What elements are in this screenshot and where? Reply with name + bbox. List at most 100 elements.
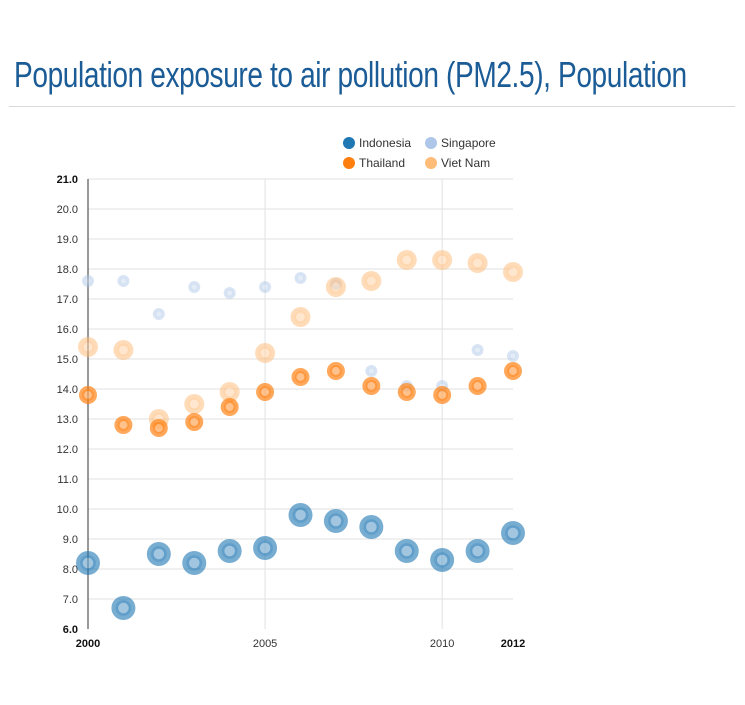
data-point[interactable] [362,377,381,395]
point-halo [223,287,236,299]
legend-item-singapore[interactable]: Singapore [425,136,496,150]
legend-item-thailand[interactable]: Thailand [343,156,405,170]
point-halo [114,416,133,434]
data-point[interactable] [149,419,168,437]
data-point[interactable] [288,503,313,527]
legend-item-viet-nam[interactable]: Viet Nam [425,156,490,170]
data-point[interactable] [185,413,204,431]
data-point[interactable] [117,275,130,287]
legend-swatch-icon [343,137,355,149]
legend-label: Indonesia [359,136,412,150]
data-point[interactable] [394,539,419,563]
data-point[interactable] [396,250,417,270]
legend-item-indonesia[interactable]: Indonesia [343,136,411,150]
series-viet-nam [78,250,523,429]
data-point[interactable] [467,253,488,273]
data-point[interactable] [365,365,378,377]
data-point[interactable] [359,515,384,539]
point-halo [82,275,94,287]
point-halo [182,551,207,575]
point-core [505,525,521,541]
data-point[interactable] [184,394,205,414]
data-point[interactable] [220,398,239,416]
data-point[interactable] [430,548,455,572]
legend-swatch-icon [425,157,437,169]
data-point[interactable] [78,337,98,357]
data-point[interactable] [361,271,382,291]
data-point[interactable] [397,383,416,401]
y-tick-label: 18.0 [57,264,78,276]
point-core [434,552,451,568]
data-point[interactable] [433,386,452,404]
y-tick-label: 6.0 [63,624,78,636]
y-tick-label: 21.0 [57,174,78,186]
data-point[interactable] [326,362,345,380]
data-point[interactable] [501,521,525,545]
data-point[interactable] [188,281,201,293]
data-point[interactable] [114,416,133,434]
point-halo [152,308,165,320]
point-core [473,346,482,354]
data-point[interactable] [113,340,134,360]
point-halo [253,536,278,560]
point-core [186,555,203,571]
data-point[interactable] [259,281,272,293]
data-point[interactable] [503,262,523,282]
legend-swatch-icon [343,157,355,169]
data-point[interactable] [146,542,171,566]
data-point[interactable] [465,539,490,563]
point-core [80,555,96,571]
data-point[interactable] [152,308,165,320]
point-halo [185,413,204,431]
data-point[interactable] [111,596,136,620]
point-core [154,310,163,318]
point-core [367,367,376,375]
point-core [329,280,343,294]
data-point[interactable] [290,307,311,327]
point-halo [220,398,239,416]
point-halo [323,509,348,533]
data-point[interactable] [468,377,487,395]
data-point[interactable] [182,551,207,575]
legend-label: Thailand [359,156,406,170]
point-halo [78,337,98,357]
y-tick-label: 16.0 [57,324,78,336]
point-core [223,385,237,399]
data-point[interactable] [507,350,519,362]
data-point[interactable] [219,382,240,402]
data-point[interactable] [294,272,307,284]
point-core [469,543,486,559]
data-point[interactable] [82,275,94,287]
point-halo [507,350,519,362]
data-point[interactable] [323,509,348,533]
data-point[interactable] [217,539,242,563]
data-point[interactable] [255,343,276,363]
y-tick-label: 7.0 [63,594,78,606]
point-halo [359,515,384,539]
point-core [225,289,234,297]
data-point[interactable] [79,386,97,404]
y-tick-label: 13.0 [57,414,78,426]
point-core [471,380,484,392]
y-tick-label: 8.0 [63,564,78,576]
data-point[interactable] [325,277,346,297]
point-core [116,343,131,357]
data-point[interactable] [291,368,310,386]
point-halo [149,419,168,437]
y-tick-label: 12.0 [57,444,78,456]
data-point[interactable] [432,250,453,270]
point-core [293,310,308,324]
data-point[interactable] [256,383,275,401]
point-core [364,274,378,288]
point-halo [219,382,240,402]
page-title: Population exposure to air pollution (PM… [14,54,687,95]
point-halo [465,539,490,563]
data-point[interactable] [76,551,100,575]
data-point[interactable] [253,536,278,560]
legend-label: Singapore [441,136,496,150]
data-point[interactable] [504,362,522,380]
data-point[interactable] [223,287,236,299]
data-point[interactable] [471,344,484,356]
point-halo [290,307,311,327]
y-tick-label: 9.0 [63,534,78,546]
